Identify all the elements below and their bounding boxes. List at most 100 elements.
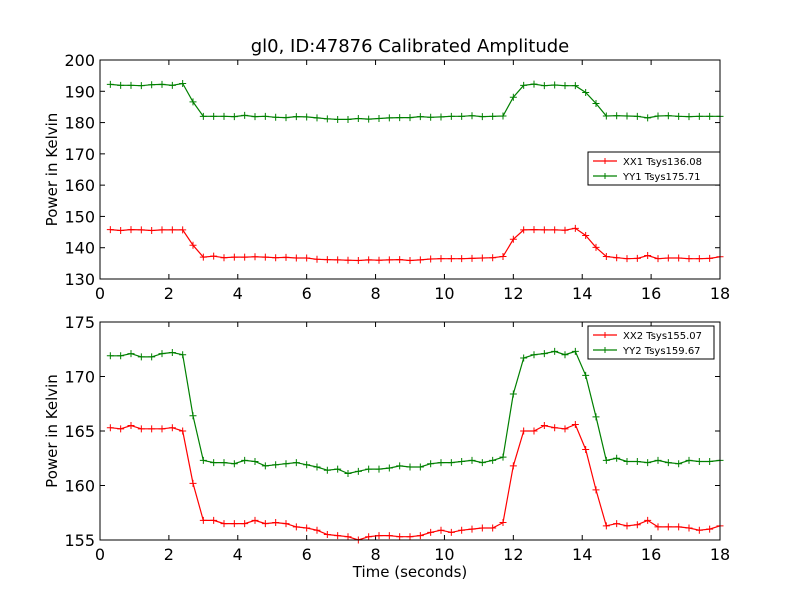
bottom-data-point-xx2 [365,533,373,541]
top-data-point-xx1 [406,257,414,265]
bottom-x-tick-label: 8 [370,545,380,564]
bottom-x-tick-label: 2 [164,545,174,564]
top-data-point-yy1 [292,113,300,121]
bottom-data-point-xx2 [282,520,290,528]
bottom-data-point-yy2 [344,470,352,478]
bottom-data-point-yy2 [313,463,321,471]
bottom-x-tick-label: 0 [95,545,105,564]
top-data-point-xx1 [633,254,641,262]
bottom-data-point-xx2 [520,427,528,435]
top-data-point-xx1 [540,226,548,234]
top-y-tick-label: 180 [64,114,95,133]
top-data-point-xx1 [344,256,352,264]
bottom-data-point-yy2 [220,459,228,467]
bottom-data-point-xx2 [375,532,383,540]
bottom-data-point-yy2 [478,459,486,467]
bottom-series-line-yy2 [110,350,721,475]
bottom-data-point-yy2 [447,459,455,467]
bottom-data-point-yy2 [664,459,672,467]
bottom-data-point-xx2 [633,521,641,529]
top-legend-label-xx1: XX1 Tsys136.08 [623,157,702,168]
bottom-data-point-xx2 [458,526,466,534]
top-data-point-yy1 [468,112,476,120]
top-data-point-yy1 [117,81,125,89]
top-data-point-xx1 [261,253,269,261]
bottom-data-point-xx2 [179,427,187,435]
bottom-data-point-xx2 [706,525,714,533]
top-data-point-xx1 [695,255,703,263]
bottom-data-point-xx2 [664,523,672,531]
bottom-data-point-xx2 [117,425,125,433]
bottom-y-axis-label: Power in Kelvin [43,374,61,488]
top-data-point-yy1 [189,98,197,106]
bottom-data-point-yy2 [168,349,176,357]
bottom-data-point-yy2 [241,456,249,464]
top-data-point-xx1 [303,254,311,262]
bottom-data-point-xx2 [148,425,156,433]
top-data-point-yy1 [313,114,321,122]
top-data-point-yy1 [447,112,455,120]
top-x-tick-label: 14 [572,284,592,303]
bottom-data-point-xx2 [602,522,610,530]
top-data-point-yy1 [633,112,641,120]
top-data-point-yy1 [458,112,466,120]
top-data-point-xx1 [613,254,621,262]
bottom-legend-box [587,325,715,360]
top-data-point-xx1 [251,253,259,261]
top-data-point-yy1 [695,112,703,120]
top-data-point-xx1 [427,255,435,263]
bottom-data-point-xx2 [168,424,176,432]
bottom-data-point-yy2 [489,456,497,464]
bottom-data-point-yy2 [127,350,135,358]
top-y-tick-label: 150 [64,207,95,226]
top-data-point-yy1 [251,113,259,121]
bottom-data-point-xx2 [313,526,321,534]
top-data-point-yy1 [158,80,166,88]
top-data-point-yy1 [210,112,218,120]
top-data-point-yy1 [654,112,662,120]
bottom-data-point-yy2 [385,464,393,472]
top-data-point-xx1 [530,226,538,234]
bottom-data-point-yy2 [375,465,383,473]
top-data-point-xx1 [137,226,145,234]
top-data-point-yy1 [127,81,135,89]
bottom-data-point-yy2 [210,459,218,467]
top-data-point-yy1 [385,114,393,122]
bottom-data-point-xx2 [644,516,652,524]
top-legend-label-yy1: YY1 Tsys175.71 [622,172,701,183]
bottom-data-point-yy2 [261,462,269,470]
top-data-point-yy1 [582,89,590,97]
top-data-point-yy1 [334,115,342,123]
top-data-point-xx1 [571,224,579,232]
top-y-tick-label: 130 [64,270,95,289]
bottom-data-point-yy2 [396,462,404,470]
bottom-data-point-xx2 [540,422,548,430]
top-data-point-yy1 [592,99,600,107]
top-data-point-xx1 [323,256,331,264]
bottom-data-point-xx2 [344,533,352,541]
top-data-point-xx1 [375,256,383,264]
bottom-data-point-yy2 [561,351,569,359]
top-data-point-xx1 [117,227,125,235]
top-data-point-yy1 [179,79,187,87]
bottom-data-point-xx2 [623,522,631,530]
bottom-data-point-xx2 [551,424,559,432]
bottom-data-point-yy2 [137,353,145,361]
bottom-data-point-xx2 [582,446,590,454]
bottom-x-tick-label: 18 [710,545,730,564]
bottom-data-point-yy2 [706,458,714,466]
bottom-y-tick-label: 160 [64,477,95,496]
bottom-data-point-yy2 [468,456,476,464]
top-data-point-xx1 [272,254,280,262]
bottom-data-point-yy2 [117,352,125,360]
top-data-point-xx1 [582,232,590,240]
top-data-point-xx1 [106,226,114,234]
top-x-tick-label: 18 [710,284,730,303]
bottom-data-point-yy2 [406,463,414,471]
top-data-point-yy1 [168,81,176,89]
top-data-point-yy1 [375,115,383,123]
bottom-data-point-yy2 [334,465,342,473]
top-y-axis-label: Power in Kelvin [43,113,61,227]
top-data-point-xx1 [706,254,714,262]
top-data-point-xx1 [458,255,466,263]
